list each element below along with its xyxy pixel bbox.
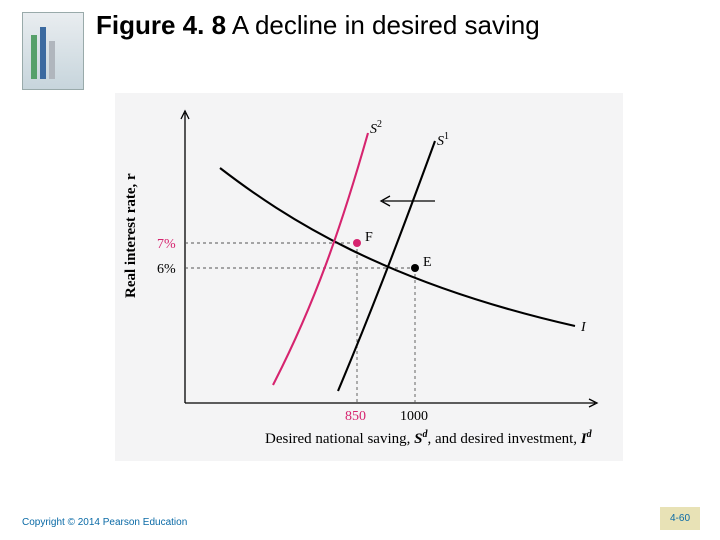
s2-curve-label: S2 — [370, 119, 382, 137]
point-e — [411, 264, 419, 272]
axes — [181, 111, 597, 407]
x-axis-label: Desired national saving, Sd, and desired… — [265, 429, 593, 447]
y-tick-6pct: 6% — [157, 262, 176, 277]
investment-curve — [220, 168, 575, 326]
point-f-label: F — [365, 230, 373, 245]
point-f — [353, 239, 361, 247]
x-tick-850: 850 — [345, 409, 366, 424]
figure-caption: A decline in desired saving — [226, 10, 540, 40]
shift-arrow — [381, 196, 435, 206]
x-tick-1000: 1000 — [400, 409, 428, 424]
saving-investment-chart: Real interest rate, r 7% 6% 850 — [115, 93, 625, 463]
s2-curve — [273, 133, 368, 385]
figure-number: Figure 4. 8 — [96, 10, 226, 40]
guide-lines — [185, 243, 415, 403]
figure-title: Figure 4. 8 A decline in desired saving — [96, 10, 696, 41]
page-number: 4-60 — [660, 507, 700, 530]
y-tick-7pct: 7% — [157, 237, 176, 252]
point-e-label: E — [423, 255, 432, 270]
book-cover-thumbnail — [22, 12, 84, 90]
y-axis-label: Real interest rate, r — [123, 173, 139, 298]
copyright-text: Copyright © 2014 Pearson Education — [22, 517, 187, 528]
footer: Copyright © 2014 Pearson Education 4-60 — [0, 498, 720, 540]
chart-container: Real interest rate, r 7% 6% 850 — [114, 92, 624, 462]
s1-curve-label: S1 — [437, 131, 449, 149]
investment-curve-label: I — [580, 320, 587, 335]
